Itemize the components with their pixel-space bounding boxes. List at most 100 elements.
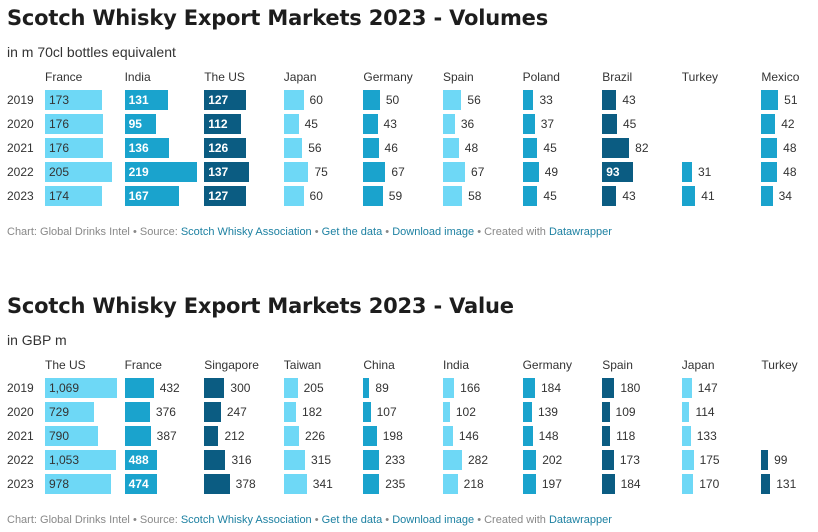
column-header: Spain xyxy=(443,70,474,84)
bar: 176 xyxy=(45,138,103,158)
bar-value-label: 182 xyxy=(302,405,323,419)
bar: 790 xyxy=(45,426,99,446)
bar xyxy=(204,474,230,494)
bar xyxy=(124,402,150,422)
bar-value-label: 33 xyxy=(539,93,553,107)
bar-value-label: 43 xyxy=(622,93,636,107)
bar-value-label: 67 xyxy=(391,165,405,179)
bar-value-label: 41 xyxy=(701,189,715,203)
bar-value-label: 36 xyxy=(460,117,475,131)
bar-value-label: 56 xyxy=(467,93,481,107)
bar xyxy=(443,138,459,158)
column-header: Turkey xyxy=(681,70,719,84)
bar xyxy=(522,474,536,494)
bar-value-label: 432 xyxy=(159,381,180,395)
volume-chart-subtitle: in m 70cl bottles equivalent xyxy=(7,44,176,60)
bar-value-label: 376 xyxy=(155,405,176,419)
chart-credit: Chart: Global Drinks Intel xyxy=(7,226,130,238)
bar-value-label: 184 xyxy=(620,477,641,491)
bar-value-label: 175 xyxy=(699,453,720,467)
bar-value-label: 89 xyxy=(375,381,389,395)
bar-value-label: 48 xyxy=(464,141,479,155)
download-image-link[interactable]: Download image xyxy=(392,226,475,238)
value-chart-footer: Chart: Global Drinks Intel • Source: Sco… xyxy=(7,514,612,526)
column-header: China xyxy=(363,358,395,372)
bar xyxy=(522,378,535,398)
footer-separator: • xyxy=(385,514,390,526)
footer-separator: • xyxy=(314,226,319,238)
source-label: • Source: xyxy=(132,226,178,238)
year-label: 2019 xyxy=(7,93,34,107)
bar-value-label: 205 xyxy=(303,381,324,395)
column-header: France xyxy=(124,358,162,372)
download-image-link[interactable]: Download image xyxy=(392,514,475,526)
bar-value-label: 43 xyxy=(383,117,397,131)
bar xyxy=(283,474,307,494)
bar xyxy=(761,474,771,494)
bar xyxy=(602,114,617,134)
bar-value-label: 198 xyxy=(382,429,403,443)
bar xyxy=(283,450,305,470)
bar xyxy=(443,90,462,110)
year-label: 2022 xyxy=(7,453,34,467)
bar xyxy=(283,402,297,422)
bar xyxy=(443,474,458,494)
year-label: 2021 xyxy=(7,141,34,155)
bar: 167 xyxy=(124,186,180,206)
datawrapper-link[interactable]: Datawrapper xyxy=(548,226,612,238)
column-header: Spain xyxy=(602,358,633,372)
bar xyxy=(283,162,309,182)
footer-separator: • xyxy=(314,514,319,526)
bar xyxy=(283,378,298,398)
bar xyxy=(363,378,370,398)
bar-value-label: 146 xyxy=(458,429,479,443)
bar-value-label: 180 xyxy=(620,381,641,395)
bar: 95 xyxy=(124,114,156,134)
bar xyxy=(204,426,219,446)
column-header: Brazil xyxy=(602,70,633,84)
bar xyxy=(363,138,379,158)
bar: 1,053 xyxy=(45,450,116,470)
bar-value-label: 173 xyxy=(619,453,640,467)
bar: 112 xyxy=(204,114,241,134)
bar: 729 xyxy=(45,402,95,422)
get-data-link[interactable]: Get the data xyxy=(321,514,383,526)
bar xyxy=(443,426,453,446)
bar xyxy=(363,162,386,182)
volume-chart-title: Scotch Whisky Export Markets 2023 - Volu… xyxy=(7,6,548,30)
bar: 127 xyxy=(204,186,246,206)
bar-value-label: 148 xyxy=(538,429,559,443)
source-link[interactable]: Scotch Whisky Association xyxy=(180,226,312,238)
bar xyxy=(124,378,154,398)
bar xyxy=(681,378,692,398)
bar-value-label: 197 xyxy=(541,477,562,491)
bar xyxy=(363,186,383,206)
volume-chart-grid: 2019 2020 2021 2022 2023 France 173 176 176 205 17… xyxy=(0,0,818,210)
get-data-link[interactable]: Get the data xyxy=(321,226,383,238)
bar xyxy=(681,162,692,182)
created-with-label: • Created with xyxy=(477,514,546,526)
datawrapper-link[interactable]: Datawrapper xyxy=(548,514,612,526)
bar-value-label: 233 xyxy=(385,453,406,467)
bar: 136 xyxy=(124,138,170,158)
source-link[interactable]: Scotch Whisky Association xyxy=(180,514,312,526)
bar-value-label: 43 xyxy=(622,189,636,203)
bar xyxy=(283,90,304,110)
bar xyxy=(681,426,691,446)
bar-value-label: 315 xyxy=(311,453,332,467)
bar-value-label: 147 xyxy=(697,381,718,395)
bar-value-label: 247 xyxy=(226,405,247,419)
bar xyxy=(522,186,538,206)
bar-value-label: 42 xyxy=(781,117,795,131)
bar xyxy=(124,426,151,446)
bar xyxy=(602,450,614,470)
bar xyxy=(283,186,304,206)
bar-value-label: 300 xyxy=(230,381,251,395)
column-header: Germany xyxy=(363,70,413,84)
bar xyxy=(761,450,769,470)
column-header: India xyxy=(443,358,470,372)
bar xyxy=(522,162,539,182)
column-header: France xyxy=(45,70,83,84)
bar-value-label: 139 xyxy=(537,405,558,419)
year-label: 2020 xyxy=(7,117,34,131)
